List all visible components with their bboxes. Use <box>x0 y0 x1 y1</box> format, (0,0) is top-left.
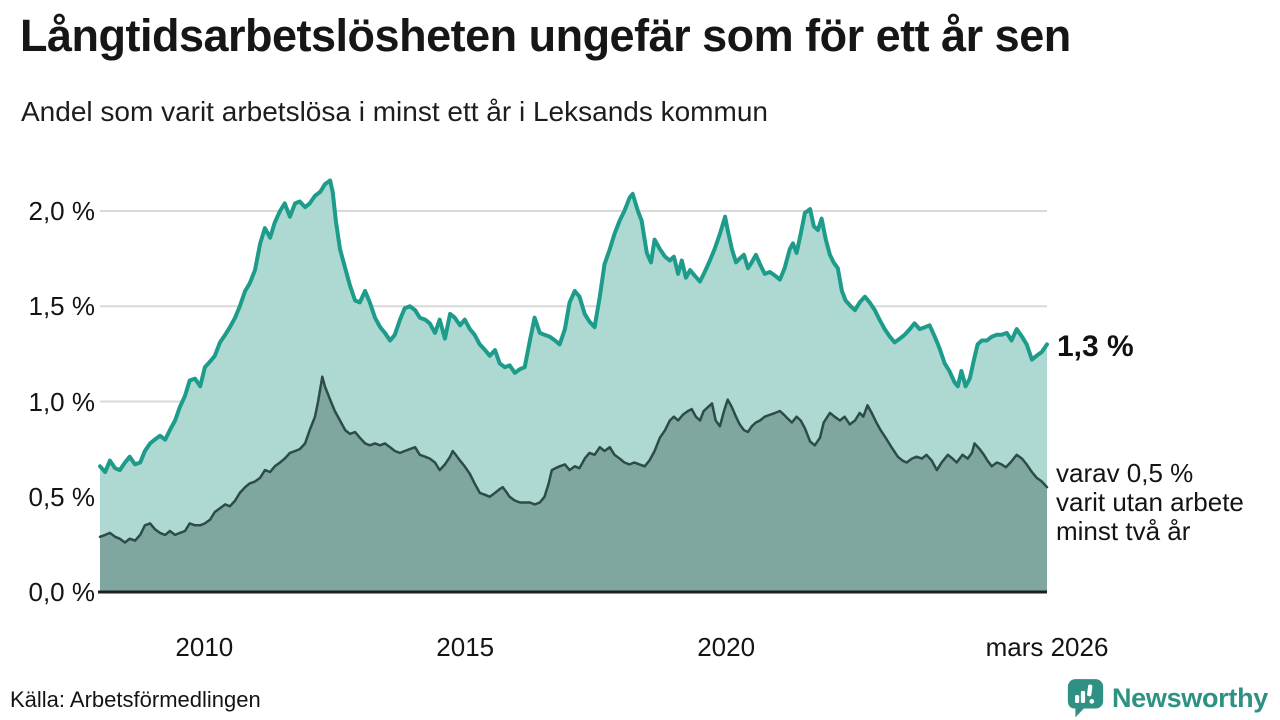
line-series-one-year <box>98 178 1049 474</box>
y-axis-tick-label: 0,5 % <box>28 481 96 512</box>
series-end-label-subset-line1: varav 0,5 % <box>1056 458 1194 489</box>
y-axis-tick-label: 0,0 % <box>28 577 96 607</box>
series-end-label-subset: varav 0,5 % varit utan arbete minst två … <box>1056 459 1244 546</box>
y-axis-tick-label: 1,5 % <box>28 291 96 322</box>
source-caption: Källa: Arbetsförmedlingen <box>10 687 261 712</box>
series-end-label-total: 1,3 % <box>1057 330 1134 364</box>
x-axis-tick-label: 2015 <box>436 632 495 662</box>
y-axis-tick-label: 1,0 % <box>28 386 96 417</box>
area-series-two-years <box>100 376 1047 592</box>
newsworthy-bubble-chart-icon <box>1067 679 1104 718</box>
newsworthy-logo-text: Newsworthy <box>1111 682 1268 713</box>
x-axis-tick-label: mars 2026 <box>985 632 1109 662</box>
x-axis-tick-label: 2020 <box>697 632 756 662</box>
chart-subtitle: Andel som varit arbetslösa i minst ett å… <box>21 96 768 127</box>
line-series-two-years <box>98 375 1049 544</box>
newsworthy-logo: Newsworthy <box>1067 678 1268 718</box>
series-end-label-subset-line3: minst två år <box>1056 516 1191 547</box>
y-axis-tick-label: 2,0 % <box>28 196 96 226</box>
x-axis-tick-label: 2010 <box>175 632 234 662</box>
chart-title: Långtidsarbetslösheten ungefär som för e… <box>20 10 1071 61</box>
series-end-label-subset-line2: varit utan arbete <box>1056 487 1244 518</box>
